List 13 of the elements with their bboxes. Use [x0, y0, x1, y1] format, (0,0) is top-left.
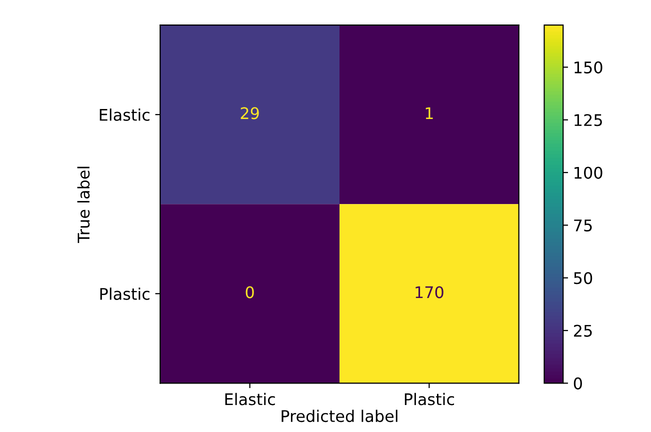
data-label: 0	[246, 286, 254, 298]
data-label: 1	[426, 107, 433, 119]
x-axis-title: Predicted label	[282, 410, 398, 422]
color-bar-label: 150	[574, 61, 602, 74]
color-bar-label: 100	[574, 166, 602, 179]
data-label: 29	[240, 107, 259, 120]
data-label: 170	[416, 286, 444, 298]
color-bar-label: 0	[574, 377, 582, 390]
y-axis-title: True label	[77, 166, 90, 243]
color-bar-label: 25	[574, 324, 592, 337]
color-bar-label: 125	[574, 114, 602, 126]
color-bar-label: 75	[574, 220, 592, 232]
color-bar-label: 50	[574, 272, 592, 284]
